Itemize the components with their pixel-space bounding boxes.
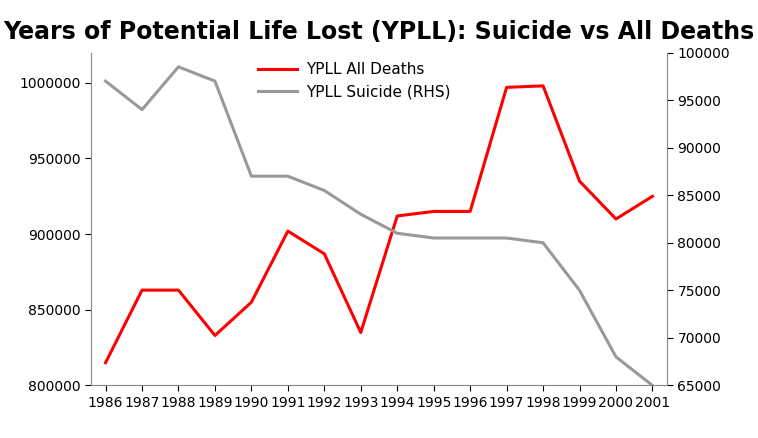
YPLL Suicide (RHS) (137, 107, 146, 112)
YPLL All Deaths (502, 85, 511, 90)
YPLL All Deaths (429, 209, 438, 214)
YPLL All Deaths (137, 287, 146, 293)
YPLL All Deaths (465, 209, 475, 214)
YPLL All Deaths (356, 330, 365, 335)
YPLL All Deaths (393, 213, 402, 219)
YPLL Suicide (RHS) (502, 235, 511, 240)
YPLL All Deaths (283, 229, 293, 234)
YPLL Suicide (RHS) (320, 188, 329, 193)
YPLL Suicide (RHS) (538, 240, 547, 245)
Line: YPLL All Deaths: YPLL All Deaths (105, 86, 653, 363)
YPLL All Deaths (101, 360, 110, 365)
YPLL All Deaths (538, 83, 547, 88)
YPLL All Deaths (648, 194, 657, 199)
YPLL Suicide (RHS) (575, 288, 584, 293)
YPLL All Deaths (320, 251, 329, 256)
YPLL Suicide (RHS) (648, 383, 657, 388)
YPLL All Deaths (575, 179, 584, 184)
YPLL Suicide (RHS) (247, 173, 256, 179)
YPLL All Deaths (612, 216, 621, 222)
YPLL All Deaths (247, 300, 256, 305)
YPLL Suicide (RHS) (174, 64, 183, 70)
Legend: YPLL All Deaths, YPLL Suicide (RHS): YPLL All Deaths, YPLL Suicide (RHS) (252, 56, 456, 106)
YPLL Suicide (RHS) (465, 235, 475, 240)
YPLL All Deaths (211, 333, 220, 338)
YPLL Suicide (RHS) (283, 173, 293, 179)
YPLL Suicide (RHS) (393, 231, 402, 236)
YPLL All Deaths (174, 287, 183, 293)
Line: YPLL Suicide (RHS): YPLL Suicide (RHS) (105, 67, 653, 385)
Title: Years of Potential Life Lost (YPLL): Suicide vs All Deaths: Years of Potential Life Lost (YPLL): Sui… (3, 20, 755, 44)
YPLL Suicide (RHS) (429, 235, 438, 240)
YPLL Suicide (RHS) (101, 78, 110, 84)
YPLL Suicide (RHS) (612, 354, 621, 360)
YPLL Suicide (RHS) (356, 212, 365, 217)
YPLL Suicide (RHS) (211, 78, 220, 84)
